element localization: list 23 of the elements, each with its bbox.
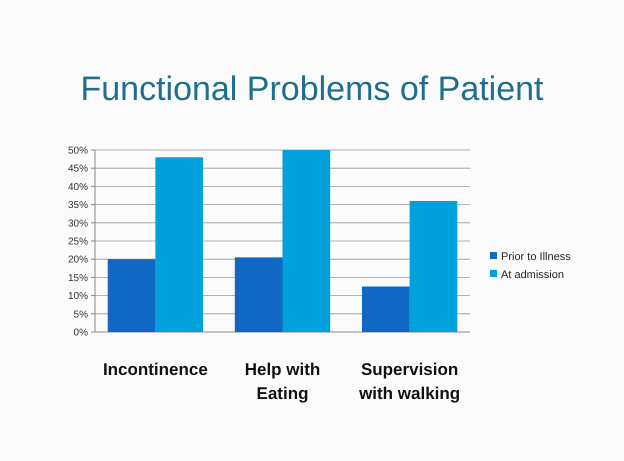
y-tick-label: 20% — [68, 254, 88, 266]
x-tick-label: Help with Eating — [244, 360, 320, 403]
bar — [108, 259, 156, 332]
y-tick-label: 0% — [74, 328, 88, 338]
y-tick-label: 10% — [68, 291, 88, 302]
bar — [282, 150, 330, 332]
y-tick-label: 15% — [68, 272, 88, 284]
y-tick-label: 35% — [68, 200, 88, 212]
legend-label: At admission — [501, 268, 564, 281]
y-tick-label: 30% — [68, 218, 88, 230]
legend-label: Prior to Illness — [501, 250, 572, 263]
x-tick-label: Supervision with walking — [358, 360, 460, 403]
bar — [234, 257, 282, 332]
chart-title: Functional Problems of Patient — [80, 70, 544, 108]
y-tick-label: 5% — [74, 309, 88, 320]
bar — [155, 157, 204, 332]
y-tick-label: 25% — [68, 236, 88, 248]
y-tick-label: 50% — [68, 146, 88, 156]
bar — [362, 286, 410, 332]
x-tick-label: Incontinence — [102, 360, 208, 379]
y-tick-label: 45% — [68, 164, 88, 175]
y-tick-label: 40% — [68, 182, 88, 193]
bar — [410, 200, 458, 332]
